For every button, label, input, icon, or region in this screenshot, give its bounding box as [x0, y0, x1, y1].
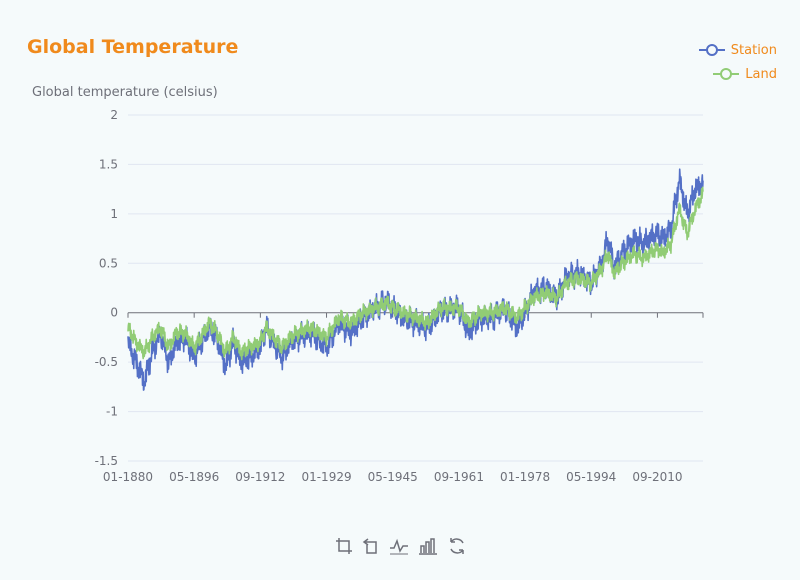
series-line-land: [127, 186, 704, 361]
x-axis: 01-1880 05-1896 09-1912 01-1929 05-1945 09-19…: [103, 312, 704, 484]
y-axis-label: Global temperature (celsius): [32, 85, 218, 100]
legend-label-station: Station: [730, 42, 777, 58]
x-tick-label: 05-1994: [566, 470, 616, 484]
y-tick-label: 0.5: [99, 256, 118, 270]
y-tick-label: 0: [110, 306, 118, 320]
legend-label-land: Land: [745, 66, 777, 82]
y-tick-label: -1.5: [95, 454, 118, 468]
zoom-reset-icon[interactable]: [361, 536, 381, 556]
legend-item-station[interactable]: Station: [698, 38, 777, 62]
x-tick-label: 05-1896: [169, 470, 219, 484]
bar-chart-icon[interactable]: [418, 536, 438, 556]
x-tick-label: 01-1978: [500, 470, 550, 484]
chart-title: Global Temperature: [27, 36, 239, 58]
series-lines: [127, 168, 704, 391]
x-tick-label: 01-1929: [301, 470, 351, 484]
refresh-icon[interactable]: [447, 536, 467, 556]
legend-swatch-land-icon: [713, 68, 740, 80]
y-axis-ticks: -1.5 -1 -0.5 0 0.5 1 1.5 2: [95, 108, 118, 468]
x-tick-label: 05-1945: [368, 470, 418, 484]
legend: Station Land: [698, 38, 777, 86]
x-tick-label: 01-1880: [103, 470, 153, 484]
crop-zoom-icon[interactable]: [334, 536, 354, 556]
legend-swatch-station-icon: [698, 44, 725, 56]
legend-item-land[interactable]: Land: [699, 62, 777, 86]
x-tick-label: 09-1961: [434, 470, 484, 484]
grid-lines: [128, 114, 703, 462]
y-tick-label: 2: [110, 108, 118, 122]
series-line-station: [127, 168, 704, 391]
y-tick-label: -0.5: [95, 355, 118, 369]
x-tick-label: 09-1912: [235, 470, 285, 484]
y-tick-label: 1.5: [99, 157, 118, 171]
line-chart-icon[interactable]: [389, 536, 409, 556]
x-tick-label: 09-2010: [632, 470, 682, 484]
y-tick-label: 1: [110, 207, 118, 221]
y-tick-label: -1: [106, 405, 118, 419]
